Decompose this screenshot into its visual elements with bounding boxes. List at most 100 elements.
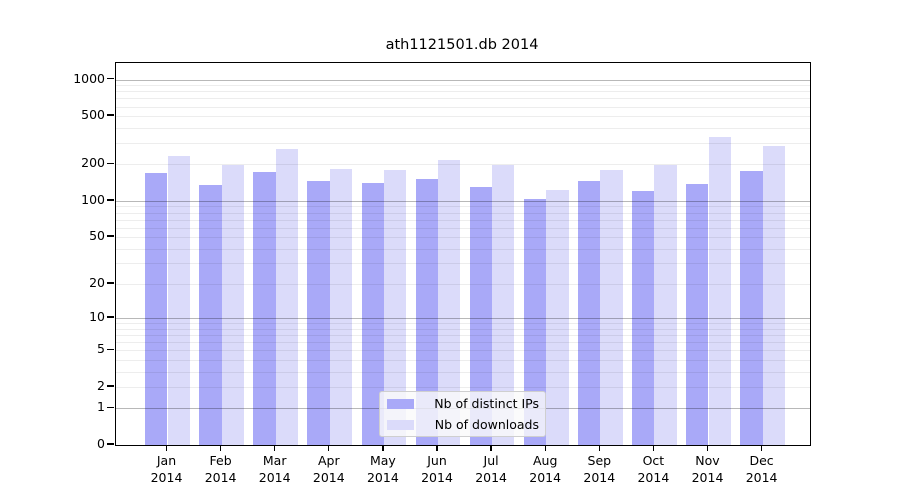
bar-feb-downloads bbox=[221, 164, 244, 445]
y-tick-label-0: 0 bbox=[97, 436, 105, 451]
bar-dec-downloads bbox=[762, 146, 785, 445]
x-tick-dec bbox=[760, 445, 763, 451]
legend-swatch-distinct-ips bbox=[387, 398, 414, 409]
bar-jun-downloads bbox=[438, 159, 461, 445]
minor-gridline-4 bbox=[116, 359, 810, 361]
minor-gridline-8 bbox=[116, 328, 810, 330]
minor-gridline-200 bbox=[116, 164, 810, 166]
minor-gridline-800 bbox=[116, 91, 810, 93]
major-gridline-10 bbox=[116, 318, 810, 320]
y-tick-500 bbox=[107, 114, 114, 116]
bar-feb-distinct-ips bbox=[199, 185, 222, 445]
x-tick-jun bbox=[436, 445, 438, 451]
x-tick-label-apr: Apr 2014 bbox=[312, 453, 345, 485]
x-tick-nov bbox=[706, 445, 709, 451]
y-tick-label-5: 5 bbox=[97, 341, 105, 357]
legend-label-distinct-ips: Nb of distinct IPs bbox=[434, 396, 539, 411]
bar-jul-downloads bbox=[492, 165, 515, 445]
y-tick-label-200: 200 bbox=[81, 155, 105, 171]
legend-label-downloads: Nb of downloads bbox=[434, 417, 539, 432]
minor-gridline-500 bbox=[116, 116, 810, 118]
y-tick-label-1000: 1000 bbox=[73, 70, 105, 86]
major-gridline-1000 bbox=[116, 79, 810, 81]
x-tick-label-feb: Feb 2014 bbox=[204, 453, 237, 485]
legend-row-downloads: Nb of downloads bbox=[386, 416, 539, 434]
bar-aug-downloads bbox=[546, 190, 569, 445]
minor-gridline-600 bbox=[116, 106, 810, 108]
bar-jan-distinct-ips bbox=[145, 173, 168, 445]
y-tick-label-100: 100 bbox=[81, 191, 105, 207]
bar-nov-downloads bbox=[708, 136, 731, 445]
bar-may-downloads bbox=[383, 169, 407, 445]
y-tick-label-20: 20 bbox=[89, 274, 105, 290]
minor-gridline-2 bbox=[116, 386, 810, 388]
minor-gridline-80 bbox=[116, 212, 810, 214]
bar-apr-distinct-ips bbox=[307, 181, 330, 445]
y-tick-10 bbox=[107, 316, 114, 318]
x-tick-oct bbox=[652, 445, 655, 451]
minor-gridline-40 bbox=[116, 248, 810, 250]
y-tick-1000 bbox=[107, 77, 114, 80]
x-tick-may bbox=[382, 445, 384, 451]
minor-gridline-90 bbox=[116, 206, 810, 208]
x-tick-label-dec: Dec 2014 bbox=[745, 453, 778, 485]
minor-gridline-70 bbox=[116, 219, 810, 221]
x-tick-label-aug: Aug 2014 bbox=[529, 453, 562, 485]
bar-jan-downloads bbox=[167, 155, 190, 445]
legend-row-distinct-ips: Nb of distinct IPs bbox=[386, 395, 539, 413]
bar-aug-distinct-ips bbox=[523, 199, 547, 445]
y-tick-label-50: 50 bbox=[89, 228, 105, 244]
minor-gridline-20 bbox=[116, 283, 810, 285]
y-tick-200 bbox=[107, 162, 114, 165]
chart-title: ath1121501.db 2014 bbox=[385, 37, 539, 53]
legend: Nb of distinct IPs Nb of downloads bbox=[379, 391, 546, 437]
minor-gridline-60 bbox=[116, 227, 810, 229]
x-tick-label-mar: Mar 2014 bbox=[258, 453, 291, 485]
minor-gridline-3 bbox=[116, 371, 810, 373]
x-tick-label-may: May 2014 bbox=[366, 453, 399, 485]
minor-gridline-400 bbox=[116, 127, 810, 129]
y-tick-20 bbox=[107, 282, 114, 284]
minor-gridline-6 bbox=[116, 342, 810, 344]
x-tick-mar bbox=[274, 445, 276, 451]
x-tick-apr bbox=[328, 445, 330, 451]
minor-gridline-9 bbox=[116, 323, 810, 325]
x-tick-label-jul: Jul 2014 bbox=[475, 453, 507, 485]
y-tick-5 bbox=[107, 348, 114, 350]
bar-mar-downloads bbox=[275, 148, 299, 445]
minor-gridline-5 bbox=[116, 350, 810, 352]
y-tick-0 bbox=[107, 443, 114, 445]
x-tick-jan bbox=[165, 445, 168, 451]
bar-dec-distinct-ips bbox=[740, 170, 763, 445]
y-tick-label-10: 10 bbox=[89, 309, 105, 325]
bar-jul-distinct-ips bbox=[469, 186, 493, 445]
bar-nov-distinct-ips bbox=[686, 183, 709, 445]
y-tick-label-1: 1 bbox=[97, 399, 105, 415]
minor-gridline-900 bbox=[116, 85, 810, 87]
plot-area bbox=[115, 62, 811, 446]
y-tick-50 bbox=[107, 235, 114, 237]
major-gridline-100 bbox=[116, 200, 810, 202]
minor-gridline-50 bbox=[116, 237, 810, 239]
bar-jun-distinct-ips bbox=[415, 178, 438, 445]
x-tick-feb bbox=[219, 445, 222, 451]
bar-oct-downloads bbox=[654, 165, 677, 445]
y-tick-100 bbox=[107, 199, 114, 201]
x-tick-label-nov: Nov 2014 bbox=[691, 453, 724, 485]
y-tick-label-500: 500 bbox=[81, 107, 105, 123]
x-tick-aug bbox=[544, 445, 546, 451]
bar-apr-downloads bbox=[329, 169, 353, 445]
x-tick-label-oct: Oct 2014 bbox=[637, 453, 670, 485]
minor-gridline-7 bbox=[116, 335, 810, 336]
minor-gridline-300 bbox=[116, 143, 810, 145]
legend-swatch-downloads bbox=[387, 419, 414, 430]
minor-gridline-700 bbox=[116, 98, 810, 100]
bar-mar-distinct-ips bbox=[253, 171, 276, 445]
x-tick-sep bbox=[598, 445, 600, 451]
x-tick-label-jan: Jan 2014 bbox=[150, 453, 183, 485]
y-tick-2 bbox=[107, 385, 114, 387]
x-tick-jul bbox=[490, 445, 492, 451]
bar-oct-distinct-ips bbox=[632, 191, 655, 445]
bar-sep-downloads bbox=[600, 169, 623, 445]
